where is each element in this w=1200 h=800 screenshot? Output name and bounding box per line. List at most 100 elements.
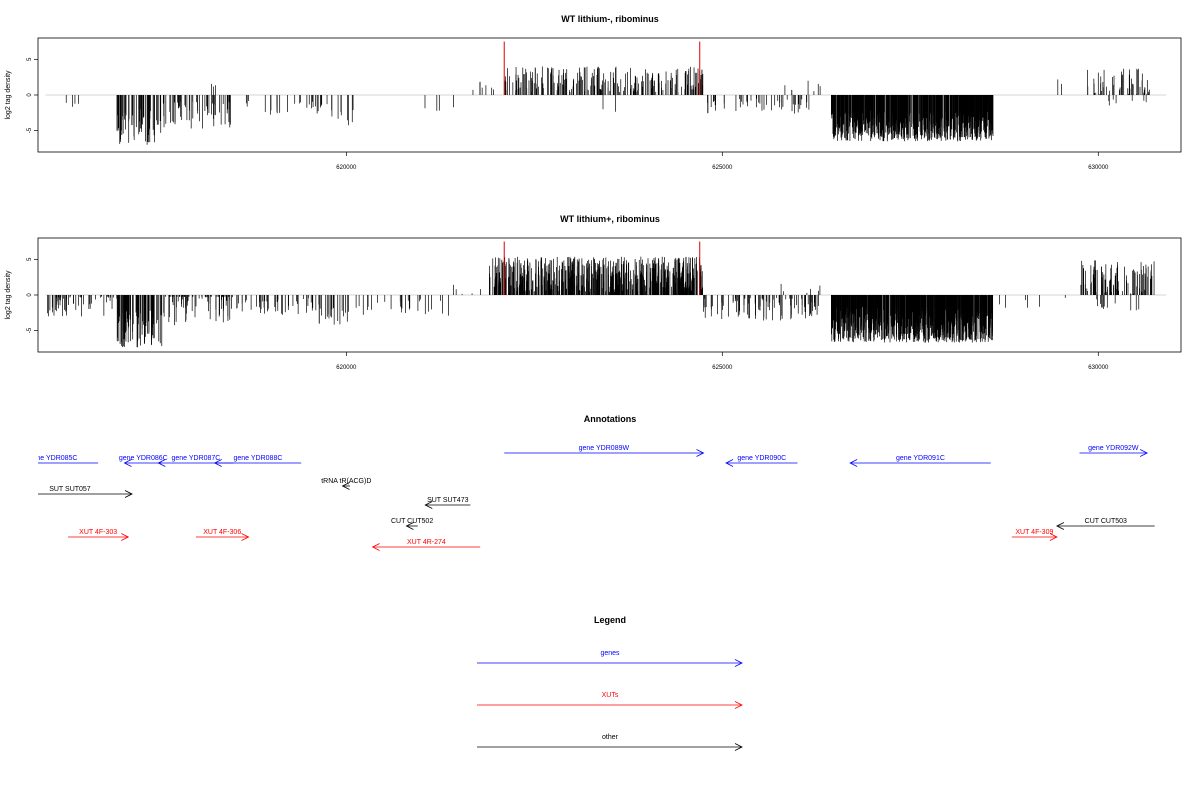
- signal-segment: [236, 295, 317, 315]
- x-tick-label: 625000: [712, 365, 733, 371]
- signal-segment: [116, 95, 162, 145]
- feature-label: gene YDR090C: [737, 455, 786, 462]
- signal-segment: [453, 284, 481, 295]
- annotation-feature: gene YDR091C: [849, 455, 991, 467]
- feature-arrow-head: [696, 449, 705, 457]
- feature-label: XUT 4F-309: [1015, 529, 1053, 536]
- feature-label: CUT CUT502: [391, 518, 433, 525]
- y-tick-label: -5: [27, 327, 33, 333]
- axes: -5 0 5 620000 625000 630000: [27, 57, 1109, 171]
- feature-arrow-head: [371, 543, 380, 551]
- annotation-feature: SUT SUT473: [424, 497, 471, 509]
- annotations-title: Annotations: [584, 414, 637, 424]
- feature-arrow-head: [849, 459, 858, 467]
- y-tick-label: 0: [27, 293, 33, 297]
- signal-segment: [331, 95, 354, 126]
- signal-segment: [703, 295, 819, 321]
- x-tick-label: 630000: [1088, 365, 1109, 371]
- legend-entry: genes: [477, 650, 743, 667]
- y-axis-label: log2 tag density: [5, 70, 12, 120]
- signal-segment: [1057, 79, 1062, 95]
- legend-arrow-head: [734, 743, 743, 751]
- feature-label: SUT SUT473: [427, 497, 469, 504]
- annotation-feature: gene YDR087C: [157, 455, 234, 467]
- feature-arrow-head: [157, 459, 166, 467]
- feature-arrow-head: [123, 459, 132, 467]
- annotation-feature: XUT 4F-303: [68, 529, 130, 541]
- legend-arrow-head: [734, 701, 743, 709]
- feature-arrow-head: [124, 490, 133, 498]
- feature-arrow-head: [424, 501, 433, 509]
- signal-segment: [999, 295, 1066, 308]
- signal-bars: [45, 241, 1166, 348]
- annotation-features: gene YDR085C gene YDR086C gene YDR087C gene…: [8, 445, 1155, 551]
- legend-title: Legend: [594, 615, 626, 625]
- signal-segment: [116, 295, 163, 348]
- signal-segment: [424, 95, 454, 111]
- feature-label: XUT 4F-306: [203, 529, 241, 536]
- signal-segment: [602, 95, 616, 112]
- annotation-feature: XUT 4F-309: [1011, 529, 1058, 541]
- annotation-feature: tRNA tR(ACG)D: [321, 478, 371, 490]
- signal-segment: [830, 295, 994, 343]
- x-tick-label: 620000: [336, 165, 357, 171]
- annotation-feature: XUT 4F-306: [195, 529, 250, 541]
- feature-label: tRNA tR(ACG)D: [321, 478, 371, 485]
- signal-segment: [1087, 68, 1150, 95]
- signal-segment: [162, 95, 231, 129]
- panel-title: WT lithium-, ribominus: [561, 14, 659, 24]
- feature-arrow-head: [405, 522, 414, 530]
- signal-segment: [707, 95, 810, 114]
- annotation-feature: gene YDR086C: [119, 455, 168, 467]
- x-tick-label: 620000: [336, 365, 357, 371]
- signal-segment: [504, 66, 704, 95]
- signal-segment: [65, 95, 80, 107]
- legend-arrow-head: [734, 659, 743, 667]
- legend-entry: other: [477, 734, 743, 751]
- feature-arrow-head: [1049, 533, 1058, 541]
- annotation-feature: gene YDR088C: [213, 455, 302, 467]
- feature-label: gene YDR086C: [119, 455, 168, 462]
- signal-segment: [245, 95, 328, 115]
- annotation-track: Annotations gene YDR085C gene YDR086C gene…: [8, 414, 1155, 551]
- track-panel-lithium-plus: WT lithium+, ribominus log2 tag density …: [5, 214, 1182, 371]
- track-panel-lithium-minus: WT lithium-, ribominus log2 tag density …: [5, 14, 1182, 171]
- feature-label: gene YDR088C: [233, 455, 282, 462]
- legend-label: other: [602, 734, 619, 741]
- signal-segment: [831, 95, 994, 142]
- signal-segment: [362, 295, 449, 316]
- feature-arrow-head: [1056, 522, 1065, 530]
- annotation-feature: gene YDR090C: [725, 455, 798, 467]
- panel-title: WT lithium+, ribominus: [560, 214, 660, 224]
- signal-segment: [318, 295, 360, 325]
- x-tick-label: 630000: [1088, 165, 1109, 171]
- signal-segment: [780, 283, 821, 295]
- feature-arrow-head: [8, 460, 15, 467]
- feature-label: gene YDR089W: [579, 445, 630, 452]
- signal-segment: [472, 81, 494, 95]
- signal-segment: [784, 80, 821, 95]
- signal-segment: [1080, 260, 1155, 295]
- feature-label: gene YDR091C: [896, 455, 945, 462]
- annotation-feature: gene YDR089W: [504, 445, 705, 457]
- feature-label: gene YDR085C: [29, 455, 78, 462]
- legend-label: genes: [600, 650, 620, 657]
- feature-label: XUT 4R-274: [407, 539, 446, 546]
- signal-segment: [489, 256, 703, 295]
- signal-segment: [1096, 295, 1140, 311]
- y-axis-label: log2 tag density: [5, 270, 12, 320]
- legend-label: XUTs: [602, 692, 619, 699]
- feature-arrow-head: [1139, 449, 1149, 457]
- y-tick-label: 5: [27, 257, 33, 261]
- annotation-feature: XUT 4R-274: [371, 539, 481, 551]
- y-tick-label: 0: [27, 93, 33, 97]
- signal-segment: [1108, 95, 1147, 106]
- annotation-feature: CUT CUT502: [391, 518, 433, 530]
- annotation-feature: gene YDR085C: [8, 455, 99, 467]
- legend-entry: XUTs: [477, 692, 743, 709]
- feature-arrow-head: [121, 533, 130, 541]
- legend: Legend genes XUTs other: [477, 615, 743, 751]
- signal-segment: [47, 295, 118, 317]
- signal-bars: [45, 41, 1166, 145]
